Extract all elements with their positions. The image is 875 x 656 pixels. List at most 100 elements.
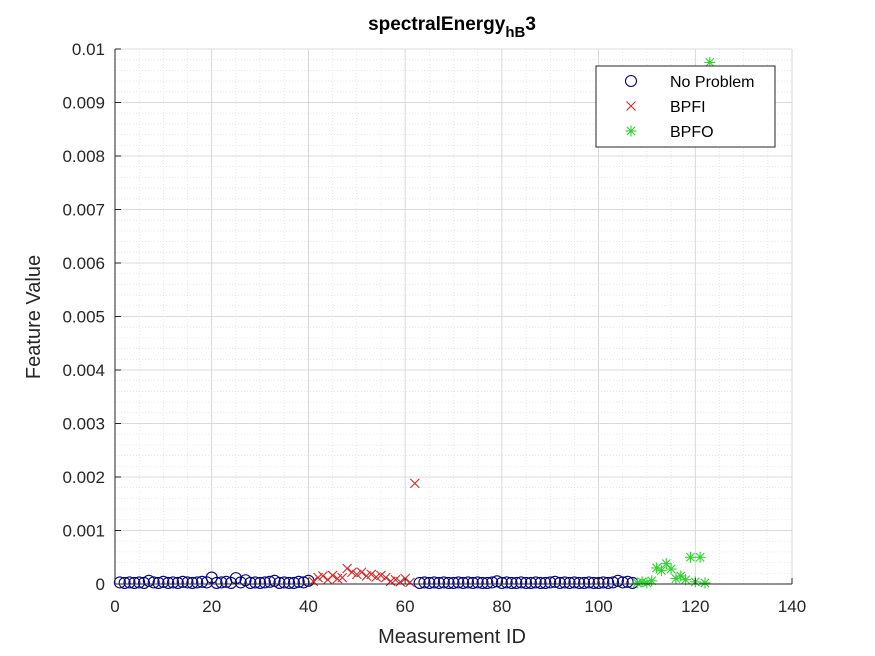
no-problem-point [273,576,286,589]
no-problem-point [578,576,591,589]
y-tick-label: 0.007 [62,201,105,220]
y-tick-label: 0 [96,575,105,594]
no-problem-point [515,576,528,589]
bpfi-point [337,572,348,583]
y-tick-label: 0.004 [62,361,105,380]
no-problem-point [486,576,499,589]
no-problem-point [287,576,300,589]
no-problem-point [461,576,475,589]
no-problem-point [254,576,267,589]
legend-label-bpfi: BPFI [670,99,706,116]
no-problem-point [186,576,199,589]
no-problem-point [544,576,557,589]
x-tick-label: 140 [778,597,806,616]
y-tick-label: 0.009 [62,94,105,113]
no-problem-point [568,576,581,589]
bpfo-point [646,575,658,587]
bpfo-point [655,565,667,577]
bpfi-point [409,478,420,489]
no-problem-point [597,576,610,589]
no-problem-point [142,574,155,587]
x-tick-label: 120 [681,597,709,616]
no-problem-point [176,575,189,588]
legend-marker-no-problem [624,74,638,88]
bpfo-point [665,563,677,575]
legend-marker-bpfo [625,125,637,137]
series-bpfi [308,478,420,588]
no-problem-point [123,576,136,589]
no-problem-point [490,575,504,588]
no-problem-point [602,576,615,589]
no-problem-point [466,576,479,589]
no-problem-point [423,576,436,589]
bpfi-point [376,570,386,581]
x-tick-label: 0 [110,597,119,616]
no-problem-point [181,576,194,589]
no-problem-point [292,575,305,588]
no-problem-point [166,576,180,589]
no-problem-point [563,576,576,589]
legend-markers [624,74,638,137]
no-problem-point [519,576,533,589]
bpfi-point [318,571,328,581]
no-problem-point [529,576,542,589]
bpfo-point [641,577,653,589]
no-problem-point [263,575,276,588]
no-problem-point [471,576,484,589]
x-tick-label: 20 [202,597,221,616]
x-tick-label: 100 [584,597,612,616]
no-problem-point [573,576,586,589]
chart-title-subscript: hB [505,24,525,41]
chart-title: spectralEnergyhB3 [368,14,536,41]
no-problem-point [582,576,595,589]
no-problem-point [457,576,470,589]
no-problem-point [510,576,523,589]
no-problem-point [418,576,431,589]
no-problem-point [297,576,310,589]
bpfi-point [395,576,406,587]
y-axis-title: Feature Value [23,255,45,379]
no-problem-point [278,576,291,589]
no-problem-point [171,576,184,589]
axes: 0 20 40 60 80 100 120 140 0 0.001 0.002 0.003 0.004 0… [62,40,806,616]
no-problem-point [157,575,170,588]
no-problem-point [118,576,131,589]
no-problem-point [553,576,566,589]
bpfi-point [405,577,415,588]
no-problem-point [200,576,213,589]
no-problem-point [249,576,262,589]
bpfi-point [356,567,367,578]
bpfi-point [347,567,357,578]
no-problem-point [162,576,175,589]
y-tick-label: 0.008 [62,147,105,166]
chart-title-suffix: 3 [525,14,536,35]
legend-label-no-problem: No Problem [670,74,754,91]
bpfi-point [327,570,338,581]
no-problem-point [447,576,460,589]
no-problem-point [607,576,620,589]
bpfi-point [366,569,377,580]
no-problem-point [476,576,489,589]
y-tick-label: 0.003 [62,415,105,434]
no-problem-point [500,576,513,589]
no-problem-point [437,576,450,589]
chart-title-base: spectralEnergy [368,14,506,35]
no-problem-point [621,575,634,588]
no-problem-point [539,576,552,589]
legend-label-bpfo: BPFO [670,124,714,141]
x-tick-label: 80 [492,597,511,616]
no-problem-point [495,576,508,589]
y-tick-label: 0.005 [62,308,105,327]
no-problem-point [244,576,257,589]
no-problem-point [225,576,238,589]
bpfo-point [684,551,696,563]
no-problem-point [133,576,146,589]
x-axis-title: Measurement ID [378,626,526,648]
no-problem-point [283,576,296,589]
no-problem-point [413,576,426,589]
no-problem-point [128,576,141,589]
no-problem-point [210,576,223,589]
legend-marker-bpfi [626,101,636,111]
no-problem-point [452,576,465,589]
no-problem-point [592,576,605,589]
